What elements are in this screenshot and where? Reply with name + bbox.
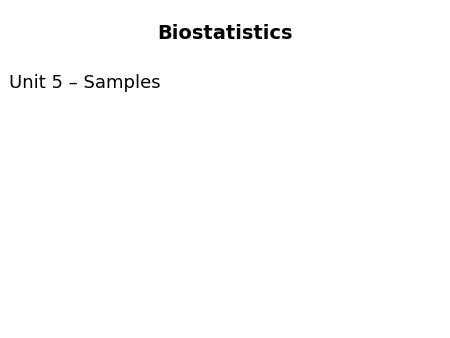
Text: Biostatistics: Biostatistics — [157, 24, 293, 43]
Text: Unit 5 – Samples: Unit 5 – Samples — [9, 74, 161, 92]
